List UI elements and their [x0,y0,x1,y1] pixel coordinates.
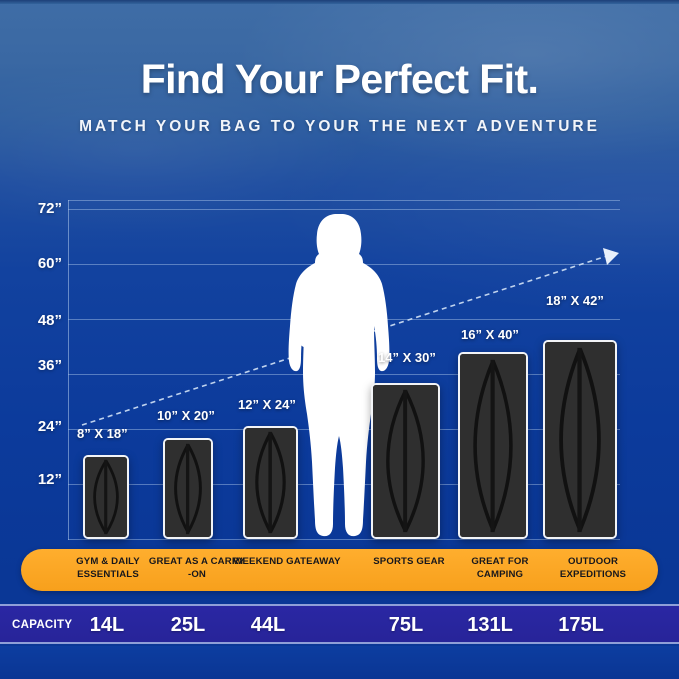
human-silhouette [288,214,390,537]
capacity-bar: CAPACITY 14L 25L 44L 75L 131L 175L [0,604,679,644]
bottom-band [0,646,679,679]
capacity-value-1: 14L [89,614,125,636]
category-bar: GYM & DAILY ESSENTIALS GREAT AS A CARRY … [21,549,658,591]
bag-5[interactable] [458,352,528,539]
bag-label-6: 18” X 42” [546,293,604,308]
category-6[interactable]: OUTDOOR EXPEDITIONS [559,556,627,580]
y-tick-24: 24” [37,418,62,435]
capacity-label: CAPACITY [12,619,73,631]
capacity-value-6: 175L [558,614,604,636]
page-subtitle: MATCH YOUR BAG TO YOUR THE NEXT ADVENTUR… [79,118,600,136]
header: Find Your Perfect Fit. MATCH YOUR BAG TO… [0,56,679,136]
y-tick-60: 60” [37,255,62,272]
capacity-value-5: 131L [467,614,513,636]
y-tick-48: 48” [37,312,62,329]
bag-4[interactable] [371,383,440,539]
bag-label-2: 10” X 20” [157,408,215,423]
category-5[interactable]: GREAT FOR CAMPING [471,556,529,580]
bag-label-1: 8” X 18” [77,426,128,441]
top-rim [0,0,679,4]
y-tick-36: 36” [37,357,62,374]
capacity-value-3: 44L [250,614,286,636]
category-4[interactable]: SPORTS GEAR [373,556,445,567]
page-title: Find Your Perfect Fit. [140,56,539,102]
y-tick-72: 72” [37,200,62,217]
category-3[interactable]: WEEKEND GATEAWAY [233,556,341,567]
y-tick-12: 12” [37,471,62,488]
bag-6[interactable] [543,340,617,539]
capacity-value-2: 25L [170,614,206,636]
bag-2[interactable] [163,438,213,539]
category-1[interactable]: GYM & DAILY ESSENTIALS [76,556,140,580]
gridline-top [68,200,620,201]
capacity-value-4: 75L [388,614,424,636]
bag-label-4: 14” X 30” [378,350,436,365]
bag-3[interactable] [243,426,298,539]
gridline-baseline [68,539,620,540]
bag-label-5: 16” X 40” [461,327,519,342]
category-2[interactable]: GREAT AS A CARRY -ON [148,556,246,580]
bag-1[interactable] [83,455,129,539]
y-axis-line [68,200,69,540]
gridline-72 [68,209,620,210]
bag-label-3: 12” X 24” [238,397,296,412]
